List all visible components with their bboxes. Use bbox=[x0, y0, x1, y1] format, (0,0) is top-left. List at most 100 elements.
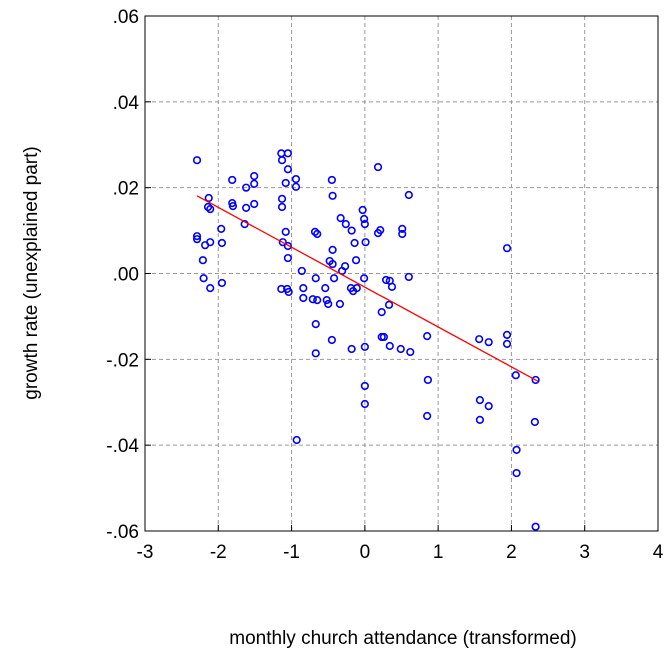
point bbox=[321, 283, 330, 293]
point bbox=[283, 149, 293, 158]
point bbox=[347, 344, 356, 354]
y-tick-label: -.06 bbox=[106, 522, 139, 543]
y-tick-label: -.02 bbox=[106, 350, 139, 371]
y-tick-label: .02 bbox=[113, 179, 139, 200]
x-tick-label: -3 bbox=[137, 542, 154, 563]
point bbox=[512, 445, 521, 454]
point bbox=[360, 214, 369, 224]
point bbox=[324, 299, 333, 309]
point bbox=[199, 274, 208, 283]
point bbox=[352, 283, 361, 293]
point bbox=[340, 262, 350, 271]
y-tick-label: .00 bbox=[113, 265, 139, 286]
point bbox=[329, 274, 339, 283]
point bbox=[217, 224, 226, 233]
point bbox=[278, 238, 287, 247]
point bbox=[404, 190, 413, 200]
y-axis-label: growth rate (unexplained part) bbox=[21, 146, 42, 399]
point bbox=[327, 335, 336, 345]
point bbox=[328, 191, 337, 200]
y-tick-label: .06 bbox=[113, 7, 139, 28]
point bbox=[376, 226, 385, 235]
point bbox=[228, 175, 237, 185]
point bbox=[291, 174, 301, 184]
point bbox=[203, 202, 213, 212]
point bbox=[373, 162, 383, 172]
point bbox=[398, 229, 407, 239]
x-tick-label: 1 bbox=[433, 542, 444, 563]
point bbox=[379, 332, 389, 342]
point bbox=[350, 238, 359, 248]
point bbox=[502, 330, 512, 339]
point bbox=[423, 411, 432, 421]
point bbox=[511, 371, 520, 380]
point bbox=[341, 220, 350, 229]
point bbox=[327, 175, 336, 185]
point bbox=[351, 256, 361, 265]
point bbox=[322, 296, 331, 305]
fit-line bbox=[196, 195, 539, 382]
point bbox=[423, 332, 432, 341]
point bbox=[206, 238, 215, 247]
point bbox=[250, 179, 259, 188]
point bbox=[284, 287, 293, 297]
x-tick-label: 4 bbox=[653, 542, 664, 563]
point bbox=[475, 396, 485, 405]
point bbox=[228, 202, 238, 211]
x-tick-label: -2 bbox=[210, 542, 227, 563]
point bbox=[277, 194, 287, 203]
y-tick-label: -.04 bbox=[106, 436, 139, 457]
point bbox=[217, 238, 227, 248]
point bbox=[360, 381, 369, 391]
point bbox=[475, 335, 484, 344]
point bbox=[360, 220, 369, 229]
point bbox=[206, 205, 215, 214]
point bbox=[192, 232, 202, 241]
point bbox=[502, 339, 512, 348]
point bbox=[192, 235, 202, 244]
point bbox=[204, 193, 213, 203]
point bbox=[299, 293, 308, 303]
point bbox=[335, 299, 345, 309]
point bbox=[475, 415, 485, 424]
x-axis-label: monthly church attendance (transformed) bbox=[229, 628, 576, 649]
point bbox=[361, 238, 370, 247]
point bbox=[404, 272, 413, 282]
point bbox=[512, 468, 521, 478]
point bbox=[308, 295, 317, 304]
point bbox=[217, 278, 227, 288]
point bbox=[328, 259, 337, 269]
point bbox=[283, 253, 293, 263]
point bbox=[328, 245, 337, 254]
point bbox=[423, 375, 432, 385]
plot-frame bbox=[144, 15, 659, 532]
point bbox=[242, 183, 251, 192]
point bbox=[277, 202, 287, 212]
point bbox=[313, 296, 322, 305]
point bbox=[531, 522, 540, 531]
point bbox=[283, 241, 293, 251]
y-tick-label: .04 bbox=[113, 93, 140, 114]
point bbox=[336, 214, 345, 223]
point bbox=[360, 274, 369, 283]
point bbox=[360, 342, 369, 351]
point bbox=[311, 320, 320, 329]
point bbox=[484, 402, 493, 411]
point bbox=[502, 244, 512, 253]
x-tick-label: 3 bbox=[579, 542, 590, 563]
point bbox=[242, 203, 251, 212]
point bbox=[484, 338, 493, 347]
point bbox=[299, 283, 308, 293]
point bbox=[382, 275, 391, 285]
point bbox=[281, 227, 290, 236]
point bbox=[297, 266, 306, 276]
point bbox=[292, 435, 301, 445]
point bbox=[192, 156, 202, 165]
point bbox=[384, 300, 394, 309]
point bbox=[283, 165, 293, 174]
point bbox=[291, 182, 301, 191]
point bbox=[277, 156, 287, 165]
point bbox=[250, 171, 259, 181]
point bbox=[311, 274, 320, 283]
